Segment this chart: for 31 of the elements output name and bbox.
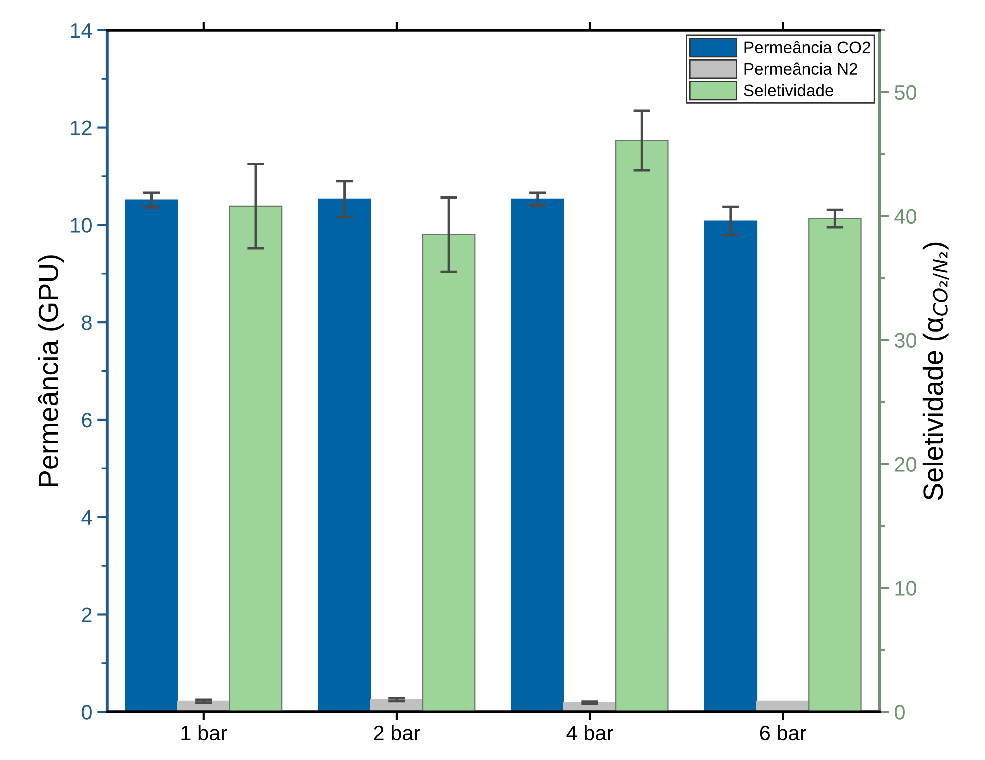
y-tick-label: 0: [82, 705, 92, 720]
bar: [125, 200, 178, 712]
bar: [704, 220, 758, 712]
y-tick-label: 4: [82, 510, 92, 525]
y-tick-label: 14: [71, 24, 92, 38]
x-tick-label: 1 bar: [182, 725, 228, 741]
bar: [422, 234, 476, 712]
x-tick-label: 4 bar: [566, 725, 614, 741]
legend-label: Permeância CO2: [744, 41, 870, 54]
y2-tick-label: 0: [895, 705, 905, 720]
bar: [318, 198, 372, 712]
legend-label: Seletividade: [744, 84, 834, 97]
y2-axis-title: Seletividade (α$_{CO₂/N₂}$): [922, 242, 950, 500]
bar: [511, 198, 565, 712]
y2-tick-label: 50: [895, 85, 917, 100]
y2-tick-label: 20: [895, 457, 917, 472]
y-tick-label: 10: [71, 218, 92, 233]
bar: [616, 140, 669, 712]
y-axis-title: Permeância (GPU): [38, 256, 64, 486]
y-tick-label: 6: [82, 412, 92, 428]
y-tick-label: 12: [71, 120, 92, 136]
y-tick-label: 8: [82, 316, 92, 330]
y-tick-label: 2: [82, 608, 92, 622]
bar: [229, 206, 283, 712]
y2-tick-label: 40: [894, 209, 917, 224]
legend-label: Permeância N2: [744, 62, 858, 76]
y2-tick-label: 30: [894, 333, 917, 348]
y2-tick-label: 10: [896, 581, 917, 596]
bar: [808, 218, 862, 712]
x-tick-label: 6 bar: [760, 725, 806, 741]
x-tick-label: 2 bar: [374, 725, 420, 741]
